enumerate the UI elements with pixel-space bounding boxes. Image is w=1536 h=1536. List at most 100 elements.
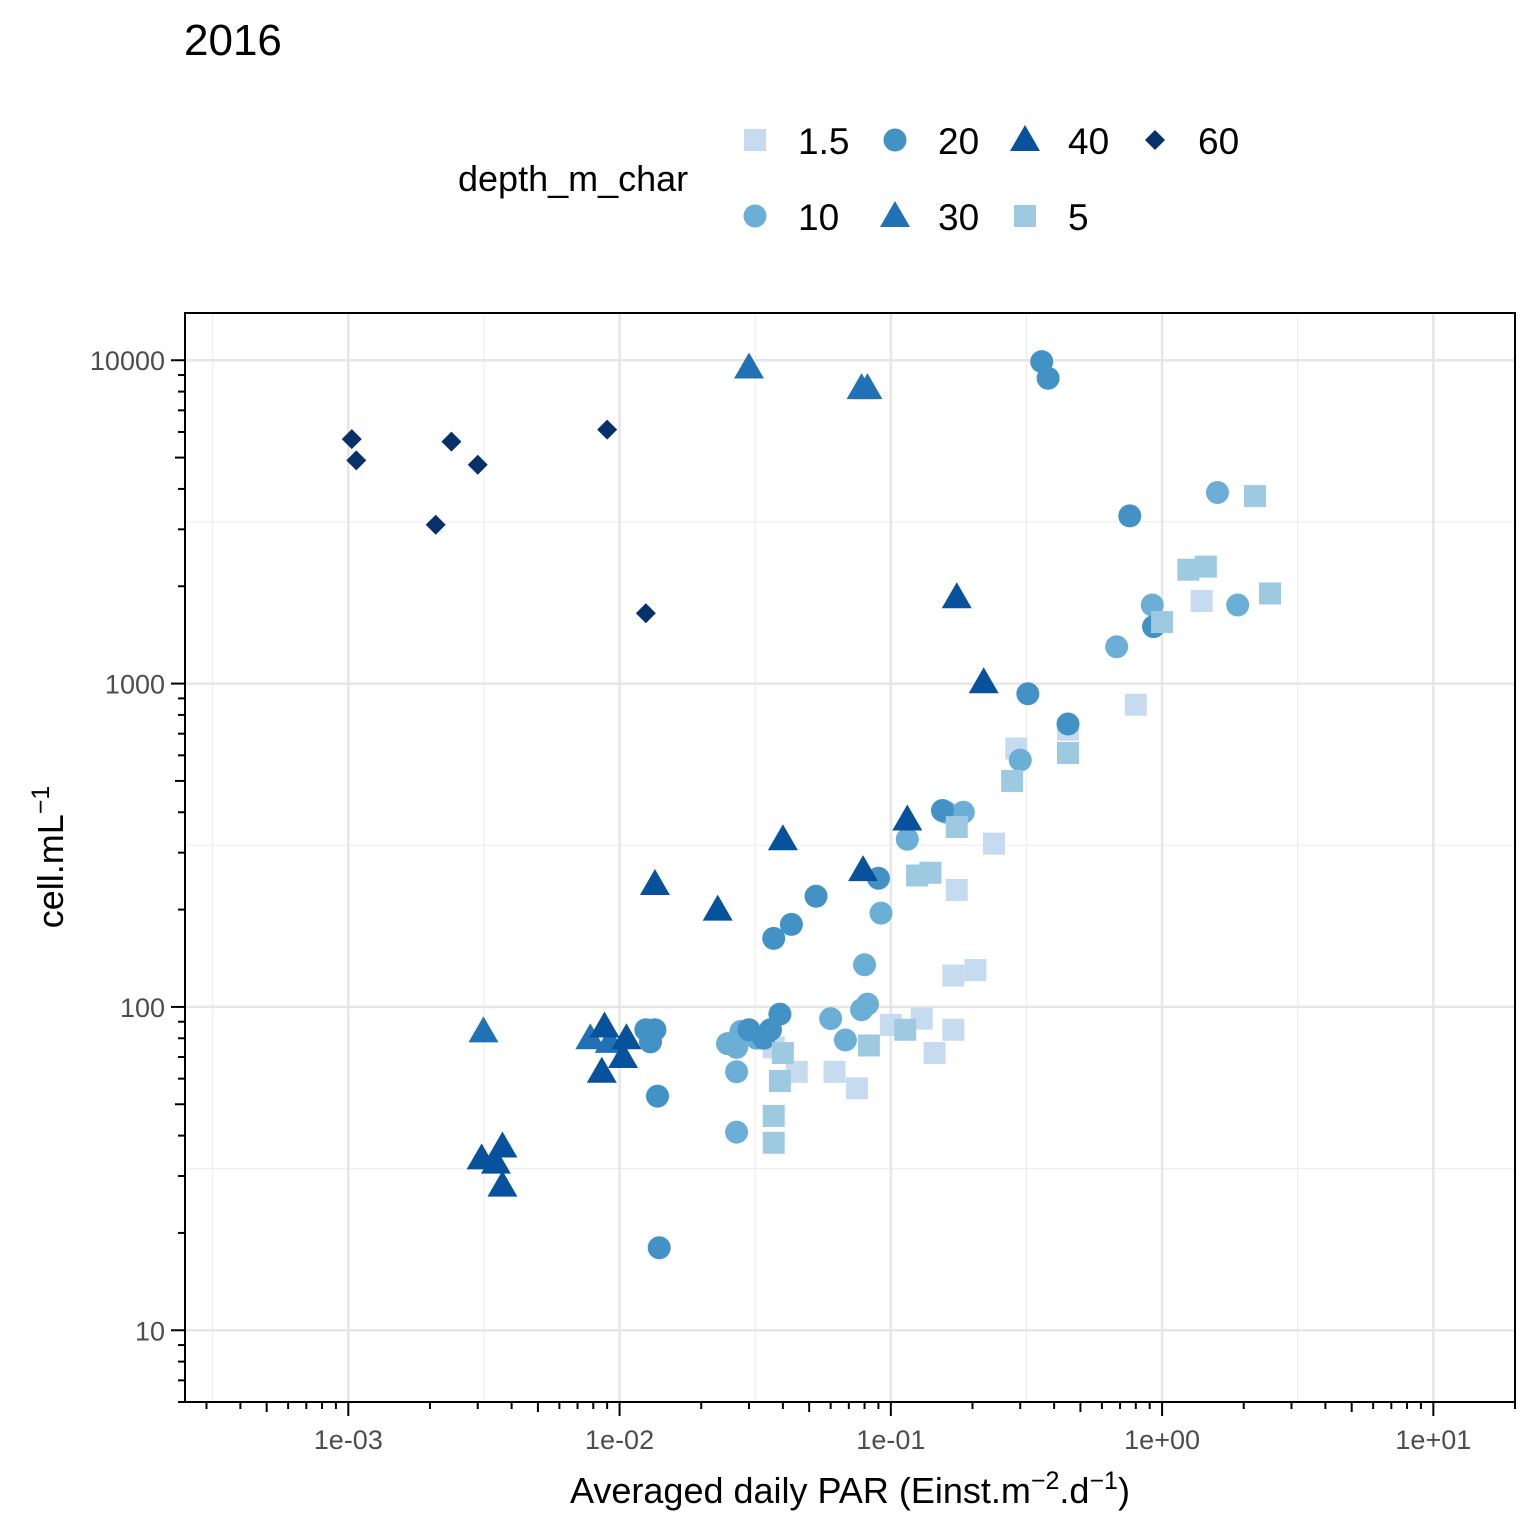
y-tick-label: 10000	[90, 346, 165, 376]
y-tick-label: 100	[120, 993, 165, 1023]
x-tick-label: 1e-02	[585, 1425, 654, 1455]
data-point	[850, 998, 874, 1022]
grid	[185, 313, 1515, 1402]
data-point	[848, 855, 879, 882]
x-tick-label: 1e-01	[856, 1425, 925, 1455]
data-point	[894, 1018, 917, 1041]
data-point	[341, 429, 362, 450]
data-point	[1008, 748, 1032, 772]
legend-label: 5	[1068, 197, 1089, 238]
series-40	[466, 582, 999, 1197]
data-point	[869, 901, 893, 925]
data-point	[639, 868, 670, 895]
data-point	[819, 1007, 843, 1031]
data-point	[941, 582, 972, 609]
legend-key	[1010, 125, 1040, 151]
data-point	[779, 912, 803, 936]
data-point	[968, 667, 999, 694]
data-point	[647, 1236, 671, 1260]
series-5	[762, 485, 1282, 1154]
data-point	[1001, 769, 1024, 792]
x-tick-label: 1e+01	[1395, 1425, 1471, 1455]
legend-key	[1014, 205, 1036, 227]
data-point	[733, 352, 764, 379]
legend-key	[1145, 130, 1165, 150]
y-tick-label: 1000	[105, 670, 165, 700]
data-point	[608, 1042, 639, 1069]
chart-title: 2016	[184, 16, 282, 65]
data-point	[635, 603, 656, 624]
y-axis-title: cell.mL−1	[27, 786, 71, 929]
data-point	[895, 827, 919, 851]
data-point	[1036, 366, 1060, 390]
data-point	[1105, 635, 1129, 659]
x-axis-title-mid: .d	[1059, 1470, 1089, 1511]
legend-item-40: 40	[1010, 121, 1109, 162]
data-point	[702, 894, 733, 921]
data-point	[346, 450, 367, 471]
legend-item-5: 5	[1014, 197, 1089, 238]
data-point	[833, 1028, 857, 1052]
plot-border	[184, 312, 1516, 1403]
legend-item-20: 20	[883, 121, 979, 162]
legend-label: 10	[798, 197, 839, 238]
data-point	[1190, 590, 1213, 613]
data-point	[725, 1120, 749, 1144]
data-point	[1151, 611, 1174, 634]
x-axis-title-sup1: −2	[1031, 1467, 1060, 1495]
data-point	[1016, 682, 1040, 706]
data-point	[823, 1060, 846, 1083]
data-point	[1056, 712, 1080, 736]
legend-item-60: 60	[1145, 121, 1239, 162]
data-point	[646, 1084, 670, 1108]
axes: 1e-03 1e-02 1e-01 1e+00 1e+01 10 100 1000 10000	[90, 312, 1516, 1455]
legend-label: 20	[938, 121, 979, 162]
data-point	[762, 926, 786, 950]
data-point	[638, 1030, 662, 1054]
data-point	[1259, 582, 1282, 605]
legend-title: depth_m_char	[458, 158, 688, 199]
x-tick-label: 1e+00	[1124, 1425, 1200, 1455]
data-point	[906, 864, 929, 887]
data-point	[762, 1131, 785, 1154]
legend-item-1.5: 1.5	[744, 121, 849, 162]
data-point	[845, 1077, 868, 1100]
data-point	[1226, 593, 1250, 617]
legend: depth_m_char 1.5 10 20 30 40 5 60	[458, 121, 1239, 238]
series-60	[341, 419, 656, 624]
data-point	[982, 832, 1005, 855]
data-point	[737, 1018, 761, 1042]
data-point	[611, 1023, 642, 1050]
series-1.5	[762, 590, 1213, 1100]
data-point	[1243, 485, 1266, 508]
data-point	[852, 373, 883, 400]
legend-key	[743, 204, 767, 228]
data-point	[771, 1042, 794, 1065]
data-points	[341, 350, 1282, 1260]
data-point	[945, 816, 968, 839]
data-point	[1124, 693, 1147, 716]
x-axis-title: Averaged daily PAR (Einst.m−2.d−1)	[570, 1467, 1130, 1511]
data-point	[725, 1060, 749, 1084]
data-point	[945, 878, 968, 901]
data-point	[589, 1011, 620, 1038]
data-point	[857, 1034, 880, 1057]
data-point	[910, 1007, 933, 1030]
plot-panel	[185, 313, 1515, 1402]
data-point	[468, 1016, 499, 1043]
data-point	[1205, 480, 1229, 504]
data-point	[804, 884, 828, 908]
x-axis-title-prefix: Averaged daily PAR (Einst.m	[570, 1470, 1031, 1511]
series-20	[634, 350, 1166, 1260]
data-point	[487, 1170, 518, 1197]
data-point	[425, 514, 446, 535]
data-point	[597, 419, 618, 440]
legend-label: 40	[1068, 121, 1109, 162]
legend-key	[883, 128, 907, 152]
data-point	[1118, 504, 1142, 528]
data-point	[853, 953, 877, 977]
legend-key	[744, 129, 766, 151]
data-point	[1057, 741, 1080, 764]
data-point	[1177, 558, 1200, 581]
